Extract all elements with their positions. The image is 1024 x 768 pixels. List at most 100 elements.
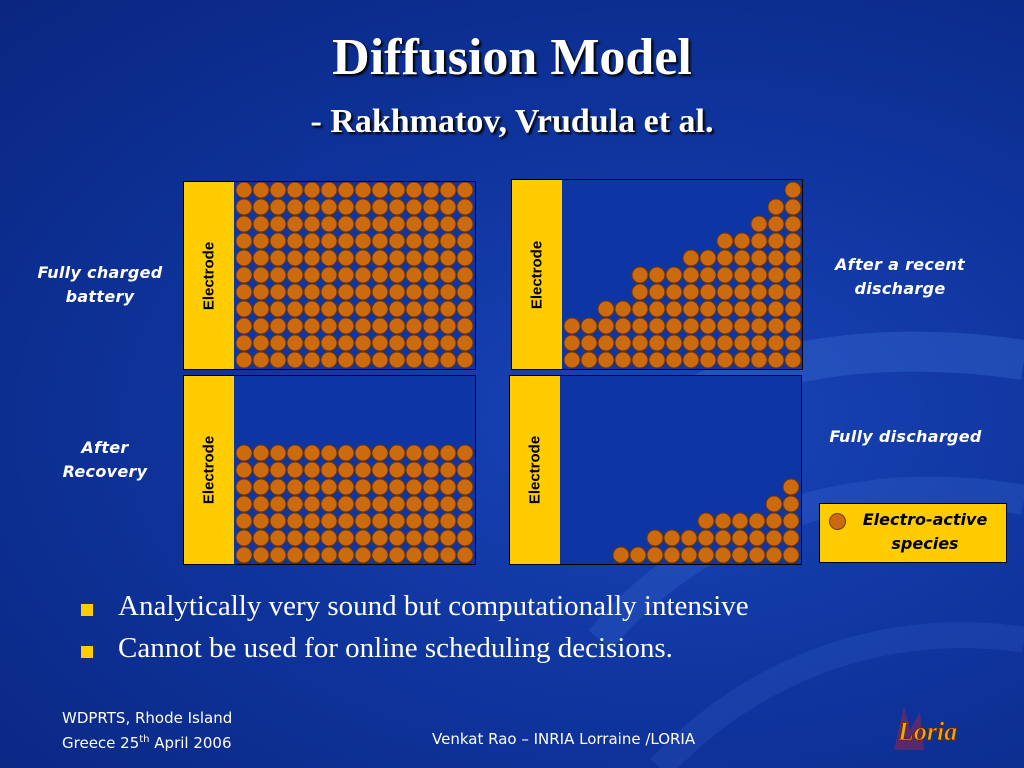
species-dot (354, 317, 372, 335)
species-dot (750, 351, 768, 369)
species-dot (648, 334, 666, 352)
species-dot (682, 266, 700, 284)
species-dot (456, 529, 474, 547)
species-dot (731, 529, 749, 547)
electrode-bar: Electrode (510, 376, 560, 564)
species-dot (337, 495, 355, 513)
species-dot (733, 283, 751, 301)
species-dot (354, 198, 372, 216)
species-dot (456, 283, 474, 301)
species-dot (439, 444, 457, 462)
species-dot (405, 215, 423, 233)
species-dot (252, 512, 270, 530)
label-after-recovery: After Recovery (62, 438, 148, 481)
species-dots (235, 444, 474, 564)
species-dot (269, 478, 287, 496)
species-dot (371, 478, 389, 496)
species-dot (405, 546, 423, 564)
species-dot (354, 266, 372, 284)
species-dot (580, 317, 598, 335)
species-dot (750, 249, 768, 267)
species-dot (320, 215, 338, 233)
species-dot (337, 351, 355, 369)
species-dot (784, 300, 802, 318)
species-dot (371, 182, 389, 199)
species-dot (682, 283, 700, 301)
species-dot (422, 232, 440, 250)
species-dot (388, 317, 406, 335)
species-dot (750, 232, 768, 250)
species-dot (733, 266, 751, 284)
species-dot (303, 317, 321, 335)
species-dot (235, 266, 253, 284)
species-dot (405, 232, 423, 250)
species-dot (648, 300, 666, 318)
species-dot (269, 546, 287, 564)
slide-subtitle: - Rakhmatov, Vrudula et al. (310, 103, 714, 140)
species-dot (388, 512, 406, 530)
species-dot (303, 444, 321, 462)
species-dot (716, 317, 734, 335)
species-dot (580, 351, 598, 369)
species-dot (354, 334, 372, 352)
species-dot (337, 232, 355, 250)
species-dot (748, 546, 766, 564)
species-dot (286, 182, 304, 199)
species-dot (716, 232, 734, 250)
species-dot (456, 317, 474, 335)
species-dot (714, 546, 732, 564)
species-dot (303, 232, 321, 250)
species-dots (563, 181, 802, 369)
species-dot (388, 198, 406, 216)
legend: Electro-active species (819, 503, 1007, 563)
species-dot (320, 249, 338, 267)
species-dot (354, 249, 372, 267)
species-dot (388, 266, 406, 284)
species-dot (422, 300, 440, 318)
species-dot (614, 351, 632, 369)
species-dot (286, 317, 304, 335)
species-dot (733, 334, 751, 352)
species-dot (631, 300, 649, 318)
species-dot (269, 300, 287, 318)
species-dot (388, 283, 406, 301)
label-fully-discharged: Fully discharged (829, 427, 982, 446)
species-dots (235, 182, 474, 369)
species-dot (354, 444, 372, 462)
species-dot (767, 283, 785, 301)
species-dot (422, 512, 440, 530)
species-dot (439, 495, 457, 513)
species-dot (784, 181, 802, 199)
species-dot (699, 283, 717, 301)
species-dot (286, 300, 304, 318)
species-dot (337, 529, 355, 547)
species-dot (716, 300, 734, 318)
species-dot (371, 351, 389, 369)
species-dot (269, 495, 287, 513)
species-dot (716, 283, 734, 301)
species-dot (750, 266, 768, 284)
species-dot (405, 317, 423, 335)
species-dots (612, 478, 800, 564)
species-dot (354, 182, 372, 199)
species-dot (439, 232, 457, 250)
species-dot (405, 249, 423, 267)
species-dot (320, 198, 338, 216)
species-dot (663, 546, 681, 564)
species-dot (354, 461, 372, 479)
species-dot (388, 529, 406, 547)
species-dot (320, 232, 338, 250)
species-dot (235, 529, 253, 547)
species-dot (784, 334, 802, 352)
species-dot (388, 351, 406, 369)
species-dot (439, 182, 457, 199)
bullet-text: Analytically very sound but computationa… (118, 590, 749, 622)
species-dot (439, 249, 457, 267)
species-dot (631, 266, 649, 284)
species-dot (767, 232, 785, 250)
species-dot (371, 444, 389, 462)
species-dot (765, 546, 783, 564)
species-dot (269, 444, 287, 462)
species-dot (269, 266, 287, 284)
species-dot (320, 444, 338, 462)
